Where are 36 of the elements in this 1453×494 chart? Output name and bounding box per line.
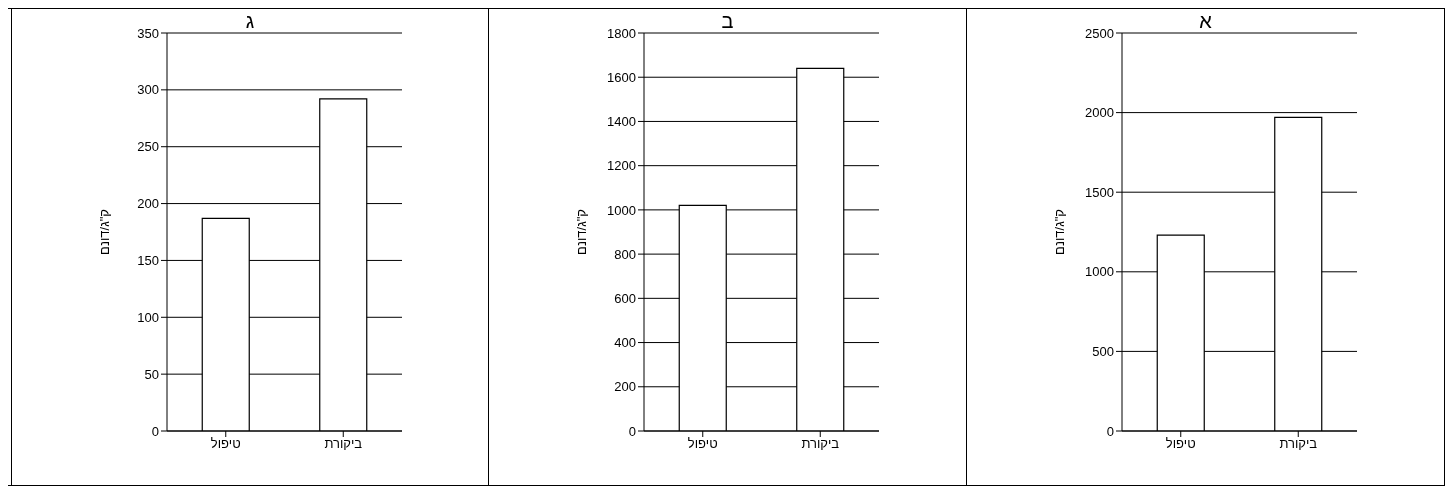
chart-title: ג — [245, 10, 255, 32]
y-axis-title: ק"ג/דונם — [573, 209, 589, 255]
x-tick-label: טיפול — [1165, 436, 1196, 452]
y-tick-label: 150 — [137, 253, 159, 269]
chart-title: א — [1199, 10, 1212, 32]
y-tick-label: 2000 — [1085, 105, 1114, 121]
y-tick-label: 800 — [614, 246, 636, 262]
x-tick-label: טיפול — [210, 436, 241, 452]
y-tick-label: 250 — [137, 139, 159, 155]
y-tick-label: 1800 — [607, 25, 636, 41]
y-tick-label: 400 — [614, 335, 636, 351]
y-tick-label: 1500 — [1085, 184, 1114, 200]
y-tick-label: 600 — [614, 290, 636, 306]
chart-title: ב — [721, 10, 734, 32]
x-tick-label: ביקורת — [1279, 436, 1318, 452]
y-tick-label: 0 — [1106, 423, 1114, 439]
x-tick-label: ביקורת — [324, 436, 363, 452]
y-tick-label: 500 — [1092, 344, 1114, 360]
y-tick-label: 1400 — [607, 114, 636, 130]
y-tick-label: 1000 — [607, 202, 636, 218]
y-tick-label: 1000 — [1085, 264, 1114, 280]
y-tick-label: 2500 — [1085, 25, 1114, 41]
x-tick-label: טיפול — [687, 436, 718, 452]
y-tick-label: 350 — [137, 25, 159, 41]
y-tick-label: 1600 — [607, 69, 636, 85]
y-axis-title: ק"ג/דונם — [1051, 209, 1067, 255]
y-tick-label: 100 — [137, 309, 159, 325]
y-tick-label: 0 — [628, 423, 636, 439]
y-tick-label: 50 — [144, 366, 159, 382]
x-tick-label: ביקורת — [801, 436, 840, 452]
y-tick-label: 0 — [151, 423, 159, 439]
y-axis-title: ק"ג/דונם — [96, 209, 112, 255]
y-tick-label: 200 — [614, 379, 636, 395]
y-tick-label: 1200 — [607, 158, 636, 174]
y-tick-label: 300 — [137, 82, 159, 98]
y-tick-label: 200 — [137, 196, 159, 212]
